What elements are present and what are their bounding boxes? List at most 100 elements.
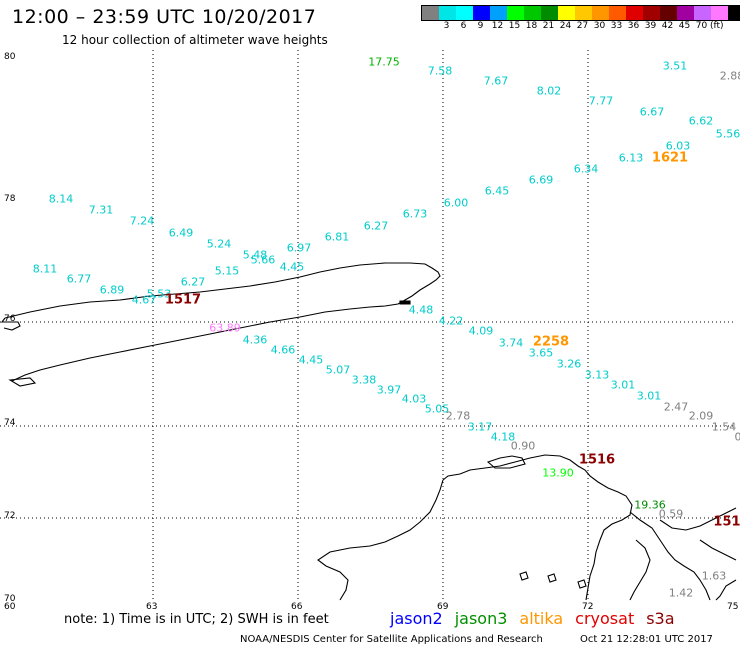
lat-label-74: 74 <box>4 418 16 428</box>
wave-height-label: 4.36 <box>242 333 268 347</box>
wave-height-label: 4.67 <box>131 293 157 307</box>
wave-height-label: 7.31 <box>88 203 114 217</box>
wave-height-label: 7.24 <box>129 214 155 228</box>
legend-tick-label: 6 <box>460 21 467 31</box>
legend-swatch <box>694 6 711 20</box>
page-subtitle: 12 hour collection of altimeter wave hei… <box>62 33 328 47</box>
legend-swatch <box>728 6 740 20</box>
wave-height-label: 6.89 <box>99 283 125 297</box>
wave-height-label: 6.34 <box>573 162 599 176</box>
wave-height-label: 6.62 <box>688 114 714 128</box>
wave-height-label: 3.26 <box>556 357 582 371</box>
lon-label-63: 63 <box>146 602 158 612</box>
credit-line: NOAA/NESDIS Center for Satellite Applica… <box>240 634 543 645</box>
wave-height-label: 6.45 <box>484 184 510 198</box>
legend-tick-label: 3 <box>443 21 450 31</box>
coastline-yamal <box>442 454 633 601</box>
legend-tick-label: 39 <box>644 21 657 31</box>
lat-label-72: 72 <box>4 511 16 521</box>
wave-height-label: 5.56 <box>715 127 740 141</box>
legend-tick-label: 9 <box>477 21 484 31</box>
page-title: 12:00 – 23:59 UTC 10/20/2017 <box>12 6 317 28</box>
legend-swatch <box>507 6 524 20</box>
legend-labels: 3 6 9 12 15 18 21 24 27 30 33 36 39 42 45 70 (ft) <box>421 21 724 31</box>
legend-tick-label: 33 <box>610 21 623 31</box>
satellite-name: altika <box>519 609 564 628</box>
legend-tick-label: 24 <box>559 21 572 31</box>
lon-label-75: 75 <box>727 602 739 612</box>
legend-swatch <box>473 6 490 20</box>
legend-swatch <box>609 6 626 20</box>
wave-height-label: 3.17 <box>467 420 493 434</box>
legend-tick-label: 27 <box>576 21 589 31</box>
wave-height-label: 4.48 <box>408 303 434 317</box>
legend-swatch <box>490 6 507 20</box>
wave-height-label: 0 <box>734 430 740 444</box>
wave-height-label: 5.07 <box>325 363 351 377</box>
wave-height-label: 3.13 <box>584 368 610 382</box>
satellite-name: s3a <box>646 609 675 628</box>
wave-height-label: 4.03 <box>401 392 427 406</box>
wave-height-label: 7.58 <box>427 64 453 78</box>
lon-label-69: 69 <box>437 602 449 612</box>
wave-height-label: 6.67 <box>639 105 665 119</box>
wave-height-label: 5.15 <box>214 264 240 278</box>
wave-height-label: 3.01 <box>610 378 636 392</box>
coastline <box>0 262 737 601</box>
wave-height-label: 1.54 <box>711 420 737 434</box>
gridlines <box>0 50 736 600</box>
pass-time-label: 1517 <box>164 292 202 308</box>
coastline-novaya-zemlya <box>4 262 441 382</box>
wave-height-label: 3.51 <box>662 59 688 73</box>
wave-height-label: 3.01 <box>636 389 662 403</box>
wave-height-label: 4.45 <box>298 353 324 367</box>
pass-time-label: 151 <box>713 514 740 530</box>
legend-swatch <box>439 6 456 20</box>
legend-tick-label: 36 <box>627 21 640 31</box>
legend-swatch <box>643 6 660 20</box>
lon-label-72: 72 <box>582 602 594 612</box>
wave-height-label: 3.97 <box>376 383 402 397</box>
wave-height-label: 4.09 <box>468 324 494 338</box>
wave-height-label: 5.66 <box>250 253 276 267</box>
wave-height-label: 6.49 <box>168 226 194 240</box>
legend-tick-label: 30 <box>593 21 606 31</box>
wave-height-label: 3.74 <box>498 336 524 350</box>
legend-swatch <box>456 6 473 20</box>
legend-tick-label: 21 <box>542 21 555 31</box>
legend-tick-label: 15 <box>508 21 521 31</box>
legend-swatch <box>626 6 643 20</box>
wave-height-label: 5.48 <box>242 248 268 262</box>
wave-height-label: 0.59 <box>658 507 684 521</box>
satellite-name: cryosat <box>575 609 635 628</box>
wave-height-label: 4.45 <box>279 260 305 274</box>
wave-height-label: 6.81 <box>324 230 350 244</box>
legend-swatch <box>575 6 592 20</box>
wave-height-label: 6.27 <box>363 219 389 233</box>
wave-height-label: 13.90 <box>542 466 574 480</box>
wave-height-label: 6.69 <box>528 173 554 187</box>
wave-height-label: 3.38 <box>351 373 377 387</box>
wave-height-label: 6.00 <box>443 196 469 210</box>
pass-time-label: 1516 <box>578 452 616 468</box>
generated-timestamp: Oct 21 12:28:01 UTC 2017 <box>580 634 713 645</box>
wave-height-label: 5.24 <box>206 237 232 251</box>
legend-swatch <box>660 6 677 20</box>
wave-height-label: 2.47 <box>663 400 689 414</box>
wave-height-label: 6.27 <box>180 275 206 289</box>
wave-height-label: 63.89 <box>209 321 241 335</box>
legend-tick-label: 12 <box>491 21 504 31</box>
wave-height-label: 4.66 <box>270 343 296 357</box>
wave-height-label: 7.67 <box>483 74 509 88</box>
lon-label-66: 66 <box>291 602 303 612</box>
wave-height-label: 2.09 <box>688 409 714 423</box>
wave-height-label: 1.63 <box>701 569 727 583</box>
legend-swatch <box>524 6 541 20</box>
wave-height-label: 3.65 <box>528 346 554 360</box>
wave-height-label: 8.11 <box>32 262 58 276</box>
wave-height-label: 4.22 <box>438 314 464 328</box>
wave-height-label: 6.03 <box>665 139 691 153</box>
legend-tick-label: 45 <box>678 21 691 31</box>
lat-label-78: 78 <box>4 194 16 204</box>
